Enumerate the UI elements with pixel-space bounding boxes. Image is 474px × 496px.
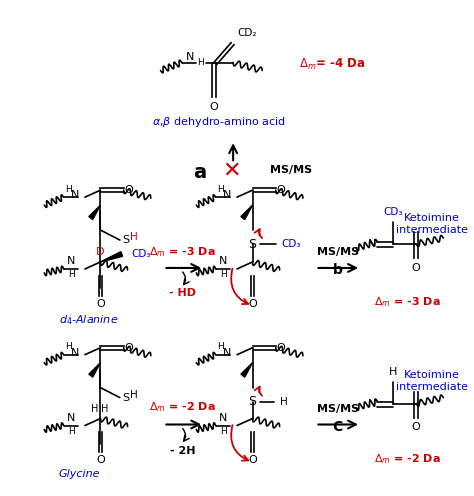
Text: CD₂: CD₂ bbox=[237, 28, 256, 38]
Text: H: H bbox=[217, 342, 224, 351]
Text: Glycine: Glycine bbox=[59, 469, 100, 479]
Text: b: b bbox=[333, 263, 343, 277]
Text: N: N bbox=[367, 239, 376, 249]
Text: CD₃: CD₃ bbox=[383, 207, 403, 217]
Text: H: H bbox=[65, 342, 72, 351]
Text: Ketoimine: Ketoimine bbox=[404, 370, 460, 379]
Text: MS/MS: MS/MS bbox=[317, 404, 359, 414]
Text: H: H bbox=[130, 389, 138, 400]
Text: O: O bbox=[412, 423, 420, 433]
Text: N: N bbox=[186, 52, 195, 62]
Text: H: H bbox=[280, 397, 287, 407]
Text: Ketoimine: Ketoimine bbox=[404, 213, 460, 223]
Text: CD₃: CD₃ bbox=[282, 239, 301, 249]
Text: H: H bbox=[217, 185, 224, 193]
Text: O: O bbox=[248, 299, 257, 309]
Text: N: N bbox=[67, 256, 75, 266]
Text: CD₃: CD₃ bbox=[131, 249, 151, 259]
Text: H: H bbox=[389, 367, 397, 376]
Text: O: O bbox=[96, 455, 105, 465]
Text: S: S bbox=[122, 392, 129, 403]
Text: O: O bbox=[412, 263, 420, 273]
Text: N: N bbox=[71, 348, 80, 358]
Text: - HD: - HD bbox=[169, 288, 196, 298]
Text: N: N bbox=[223, 190, 231, 200]
Text: N: N bbox=[71, 190, 80, 200]
Text: O: O bbox=[248, 455, 257, 465]
Text: MS/MS: MS/MS bbox=[270, 165, 312, 175]
Text: O: O bbox=[96, 299, 105, 309]
Text: $\Delta_m$ = -3 Da: $\Delta_m$ = -3 Da bbox=[374, 295, 441, 309]
Text: $\Delta_m$ = -2 Da: $\Delta_m$ = -2 Da bbox=[374, 452, 441, 466]
Text: a: a bbox=[193, 163, 206, 182]
Text: - 2H: - 2H bbox=[170, 446, 196, 456]
Text: O: O bbox=[124, 185, 133, 195]
Text: N: N bbox=[367, 399, 376, 409]
Text: ✕: ✕ bbox=[222, 160, 240, 180]
Text: H: H bbox=[68, 270, 75, 279]
Text: $\Delta_m$= -4 Da: $\Delta_m$= -4 Da bbox=[299, 57, 365, 72]
Text: S: S bbox=[248, 238, 256, 250]
Text: H: H bbox=[65, 185, 72, 193]
Text: $\alpha$,$\beta$ dehydro-amino acid: $\alpha$,$\beta$ dehydro-amino acid bbox=[152, 116, 285, 129]
Text: intermediate: intermediate bbox=[396, 381, 468, 392]
Text: O: O bbox=[124, 343, 133, 353]
Text: intermediate: intermediate bbox=[396, 225, 468, 235]
Text: H: H bbox=[220, 270, 227, 279]
Text: C: C bbox=[333, 421, 343, 434]
Text: N: N bbox=[223, 348, 231, 358]
Text: H: H bbox=[91, 404, 98, 414]
Polygon shape bbox=[89, 363, 100, 377]
Polygon shape bbox=[100, 251, 123, 262]
Text: N: N bbox=[219, 413, 228, 423]
Text: H: H bbox=[100, 404, 108, 414]
Text: O: O bbox=[276, 343, 285, 353]
Polygon shape bbox=[241, 363, 253, 377]
Text: S: S bbox=[248, 395, 256, 408]
Text: MS/MS: MS/MS bbox=[317, 247, 359, 257]
Text: H: H bbox=[68, 427, 75, 436]
Text: S: S bbox=[122, 235, 129, 245]
Text: N: N bbox=[219, 256, 228, 266]
Text: $\Delta_m$ = -3 Da: $\Delta_m$ = -3 Da bbox=[149, 245, 216, 259]
Text: $d_4$-Alanine: $d_4$-Alanine bbox=[59, 313, 118, 327]
Text: $\Delta_m$ = -2 Da: $\Delta_m$ = -2 Da bbox=[149, 401, 216, 415]
Text: H: H bbox=[130, 232, 138, 242]
Text: H: H bbox=[220, 427, 227, 436]
Text: N: N bbox=[67, 413, 75, 423]
Text: O: O bbox=[276, 185, 285, 195]
Text: H: H bbox=[197, 58, 204, 67]
Polygon shape bbox=[89, 205, 100, 220]
Text: O: O bbox=[210, 102, 218, 113]
Polygon shape bbox=[241, 205, 253, 220]
Text: D: D bbox=[96, 247, 105, 257]
